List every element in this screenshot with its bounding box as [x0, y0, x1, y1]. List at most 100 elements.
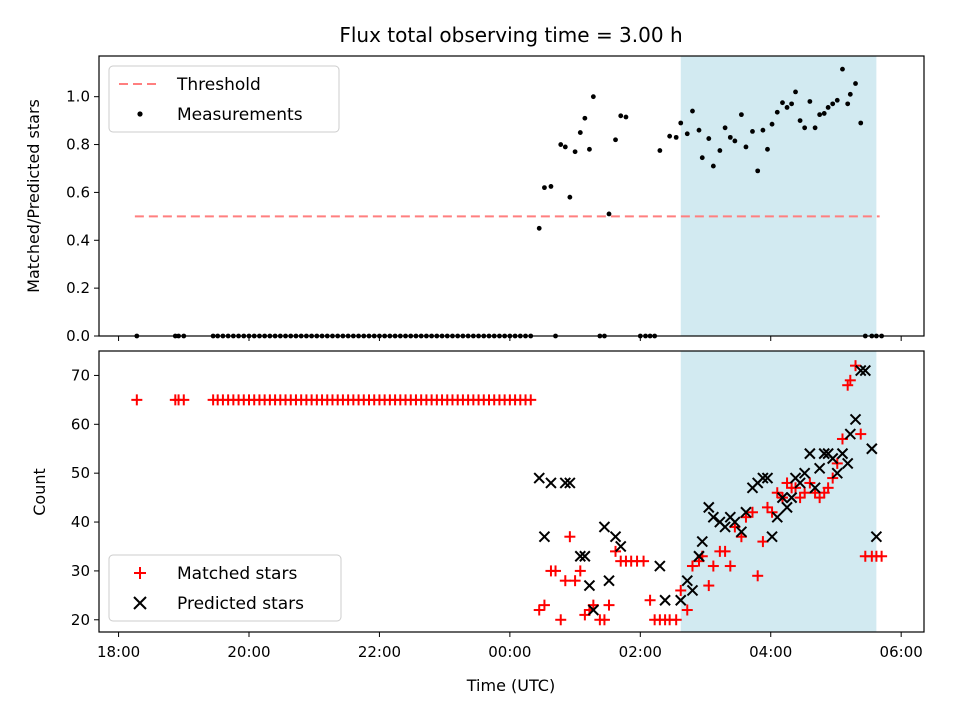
measurement-point — [558, 142, 564, 147]
measurement-point — [606, 211, 612, 217]
top-panel: 0.0 0.2 0.4 0.6 0.8 1.0 Flux total observing … — [24, 23, 925, 345]
measurement-point — [802, 125, 808, 131]
measurement-point — [613, 137, 618, 143]
predicted-star-point — [844, 428, 857, 440]
measurement-point — [727, 134, 733, 140]
predicted-star-point — [533, 472, 545, 484]
predicted-star-point — [866, 443, 878, 455]
measurement-point — [623, 114, 629, 120]
matched-star-point — [876, 550, 888, 562]
measurement-point — [769, 121, 775, 127]
matched-star-point — [610, 545, 622, 557]
bottom-panel: 20 30 40 50 60 70 18:00 20:00 22:00 00:00 02:00 04… — [30, 350, 925, 695]
matched-star-point — [719, 545, 731, 557]
measurement-point — [789, 101, 795, 107]
x-tick-label: 20:00 — [227, 643, 270, 661]
measurement-point — [738, 112, 744, 118]
measurement-point — [582, 115, 588, 121]
matched-star-point — [670, 614, 682, 626]
matched-star-point — [598, 614, 610, 626]
measurement-point — [760, 127, 766, 133]
predicted-star-point — [831, 467, 843, 479]
measurement-point — [587, 146, 592, 152]
measurement-point — [743, 144, 749, 150]
measurement-point — [657, 148, 663, 153]
predicted-star-point — [703, 501, 715, 514]
matched-star-point — [752, 570, 764, 582]
predicted-star-point — [579, 550, 591, 562]
measurement-point — [678, 120, 684, 126]
legend-matched-swatch — [134, 567, 146, 579]
predicted-star-point — [804, 447, 816, 460]
predicted-star-point — [855, 364, 867, 377]
measurement-point — [536, 225, 542, 231]
predicted-star-point — [686, 584, 699, 597]
predicted-star-point — [583, 579, 596, 592]
measurement-point — [562, 144, 568, 150]
measurement-point — [690, 108, 695, 114]
measurement-point — [684, 131, 690, 137]
matched-star-point — [555, 614, 567, 626]
predicted-star-point — [654, 560, 666, 572]
predicted-star-point — [757, 472, 769, 484]
measurement-point — [732, 138, 738, 144]
measurement-point — [717, 148, 723, 153]
predicted-star-point — [729, 516, 741, 528]
measurement-point — [812, 125, 818, 131]
predicted-star-point — [859, 364, 872, 377]
predicted-star-point — [849, 413, 862, 426]
top-y-ticks: 0.0 0.2 0.4 0.6 0.8 1.0 — [66, 88, 99, 345]
matched-star-point — [569, 575, 581, 587]
measurement-point — [548, 184, 554, 189]
matched-star-point — [533, 604, 545, 616]
matched-star-point — [525, 394, 537, 406]
top-y-tick-label: 0.0 — [66, 327, 90, 345]
bottom-shaded-region — [680, 351, 877, 632]
predicted-star-point — [693, 550, 705, 562]
measurement-point — [696, 127, 702, 133]
predicted-star-point — [771, 511, 783, 523]
matched-star-point — [707, 560, 719, 572]
matched-star-point — [644, 594, 656, 606]
x-tick-label: 04:00 — [749, 643, 792, 661]
matched-star-point — [564, 531, 576, 543]
legend-threshold-label: Threshold — [176, 75, 261, 95]
measurement-point — [817, 112, 823, 118]
legend-predicted-label: Predicted stars — [177, 594, 304, 614]
predicted-star-point — [615, 540, 627, 553]
top-x-ticks — [118, 336, 902, 341]
measurement-point — [793, 89, 798, 95]
matched-star-point — [675, 584, 687, 596]
top-axes-frame — [98, 55, 925, 337]
measurement-point — [710, 163, 716, 169]
predicted-star-point — [735, 526, 748, 538]
predicted-star-point — [766, 530, 778, 543]
measurement-point — [784, 105, 790, 110]
measurement-point — [834, 97, 840, 103]
legend-matched-label: Matched stars — [177, 564, 297, 584]
top-y-tick-label: 0.8 — [66, 136, 90, 154]
bottom-x-ticks: 18:00 20:00 22:00 00:00 02:00 04:00 06:00 — [97, 632, 923, 661]
legend-predicted-swatch — [133, 596, 147, 610]
measurement-point — [618, 113, 624, 119]
top-y-axis-label: Matched/Predicted stars — [24, 99, 43, 293]
top-y-tick-label: 0.6 — [66, 183, 90, 201]
predicted-star-point — [781, 501, 793, 514]
predicted-star-point — [564, 477, 576, 489]
predicted-star-point — [761, 472, 774, 484]
predicted-star-point — [574, 550, 587, 562]
predicted-star-point — [609, 530, 622, 543]
matched-star-point — [842, 379, 854, 391]
predicted-star-point — [681, 574, 693, 587]
matched-star-point — [703, 580, 715, 592]
matched-star-point — [538, 599, 550, 611]
measurement-point — [750, 128, 755, 134]
bottom-y-tick-label: 20 — [71, 611, 90, 629]
predicted-star-point — [545, 477, 557, 489]
measurement-point — [858, 120, 864, 126]
measurement-point — [567, 194, 573, 200]
predicted-star-point — [603, 574, 615, 587]
measurement-point — [699, 155, 705, 161]
matched-star-point — [822, 482, 834, 494]
